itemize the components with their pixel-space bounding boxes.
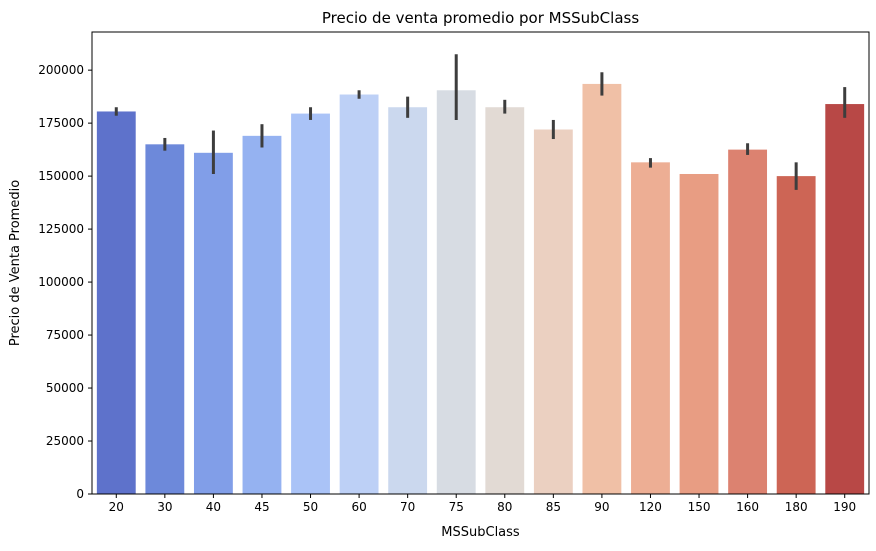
bar-190 [825, 104, 865, 494]
y-tick-label: 125000 [38, 222, 84, 236]
y-axis-label: Precio de Venta Promedio [8, 180, 23, 346]
x-tick-label-20: 20 [109, 500, 124, 514]
y-tick-label: 100000 [38, 275, 84, 289]
y-tick-label: 0 [76, 487, 84, 501]
bar-20 [96, 111, 136, 495]
x-tick-label-85: 85 [546, 500, 561, 514]
x-tick-label-60: 60 [351, 500, 366, 514]
bar-120 [631, 162, 670, 494]
bar-50 [291, 113, 330, 495]
x-tick-label-70: 70 [400, 500, 415, 514]
x-tick-label-80: 80 [497, 500, 512, 514]
bars-layer [96, 83, 865, 495]
x-axis: 20 30 40 45 50 60 70 75 80 85 90 120 150 160 180 190 [109, 494, 856, 514]
x-axis-label: MSSubClass [441, 525, 520, 540]
x-tick-label-160: 160 [736, 500, 759, 514]
y-tick-label: 25000 [46, 434, 84, 448]
x-tick-label-150: 150 [688, 500, 711, 514]
x-tick-label-50: 50 [303, 500, 318, 514]
x-tick-label-120: 120 [639, 500, 662, 514]
bar-30 [145, 144, 185, 494]
error-bars-layer [114, 54, 847, 190]
y-tick-label: 150000 [38, 169, 84, 183]
bar-80 [485, 107, 525, 494]
x-tick-label-190: 190 [833, 500, 856, 514]
bar-75 [436, 90, 476, 494]
bar-180 [776, 176, 816, 494]
y-tick-label: 175000 [38, 116, 84, 130]
bar-85 [533, 129, 573, 494]
y-tick-label: 200000 [38, 63, 84, 77]
y-axis: 0 25000 50000 75000 100000 125000 150000 175000… [38, 63, 92, 501]
bar-40 [193, 152, 233, 495]
bar-45 [242, 135, 282, 494]
bar-60 [339, 94, 379, 495]
y-tick-label: 50000 [46, 381, 84, 395]
plot-frame [91, 31, 870, 495]
bar-160 [728, 149, 768, 494]
bar-150 [679, 173, 719, 494]
y-tick-label: 75000 [46, 328, 84, 342]
x-tick-label-75: 75 [449, 500, 464, 514]
x-tick-label-30: 30 [157, 500, 172, 514]
chart-title: Precio de venta promedio por MSSubClass [322, 9, 639, 27]
bar-90 [582, 83, 622, 494]
bar-70 [388, 107, 428, 494]
x-tick-label-90: 90 [594, 500, 609, 514]
x-tick-label-180: 180 [785, 500, 808, 514]
x-tick-label-40: 40 [206, 500, 221, 514]
x-tick-label-45: 45 [254, 500, 269, 514]
